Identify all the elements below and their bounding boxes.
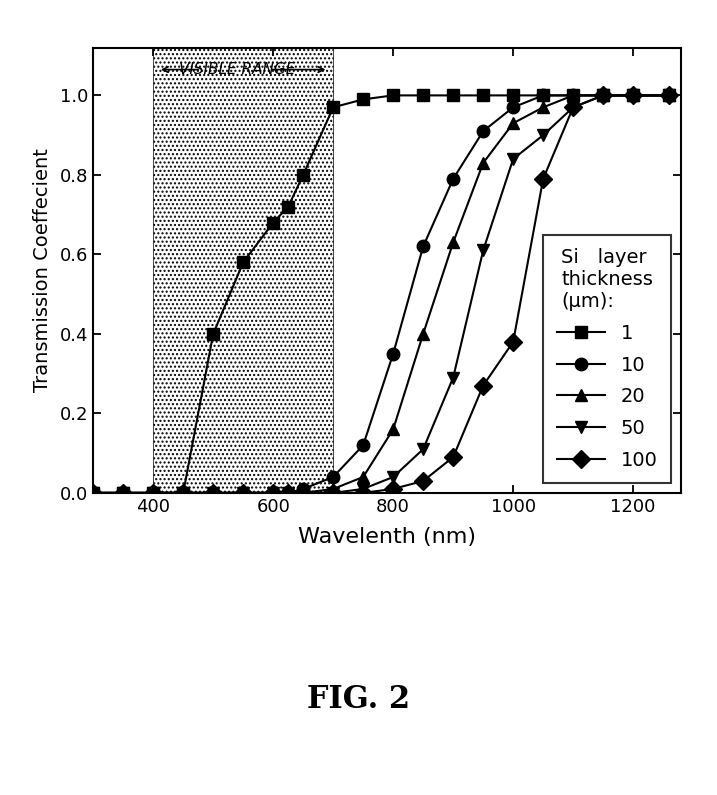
Y-axis label: Transmission Coeffecient: Transmission Coeffecient <box>32 149 52 392</box>
Legend: 1, 10, 20, 50, 100: 1, 10, 20, 50, 100 <box>543 235 671 483</box>
Bar <box>153 48 333 493</box>
Text: VISIBLE RANGE: VISIBLE RANGE <box>179 62 295 77</box>
Text: FIG. 2: FIG. 2 <box>307 684 410 715</box>
X-axis label: Wavelenth (nm): Wavelenth (nm) <box>298 527 476 547</box>
